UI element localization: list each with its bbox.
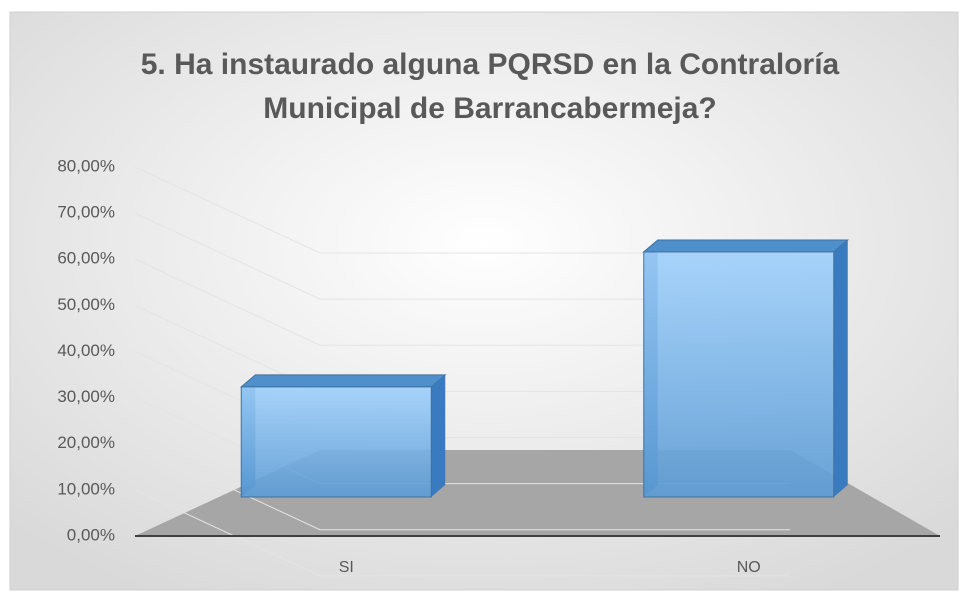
grid-line	[134, 212, 790, 300]
y-tick-label: 70,00%	[57, 203, 115, 222]
bar-right	[833, 239, 848, 498]
grid-line	[134, 166, 790, 254]
y-tick-label: 10,00%	[57, 479, 115, 498]
x-tick-label: NO	[737, 559, 761, 576]
bar-right	[431, 374, 446, 497]
bar	[240, 386, 432, 498]
grid-line	[134, 258, 790, 346]
y-tick-label: 20,00%	[57, 433, 115, 452]
y-tick-label: 0,00%	[67, 525, 115, 544]
grid-line	[134, 489, 790, 577]
y-tick-label: 50,00%	[57, 295, 115, 314]
bar-top	[642, 239, 850, 253]
y-tick-label: 30,00%	[57, 387, 115, 406]
y-tick-label: 60,00%	[57, 249, 115, 268]
chart-title: Municipal de Barrancabermeja?	[263, 92, 717, 125]
x-tick-label: SI	[339, 559, 354, 576]
chart-title: 5. Ha instaurado alguna PQRSD en la Cont…	[141, 48, 840, 81]
y-tick-label: 40,00%	[57, 341, 115, 360]
bar-top	[239, 374, 447, 388]
bar	[643, 251, 835, 498]
grid-line	[134, 443, 790, 531]
y-tick-label: 80,00%	[57, 156, 115, 175]
